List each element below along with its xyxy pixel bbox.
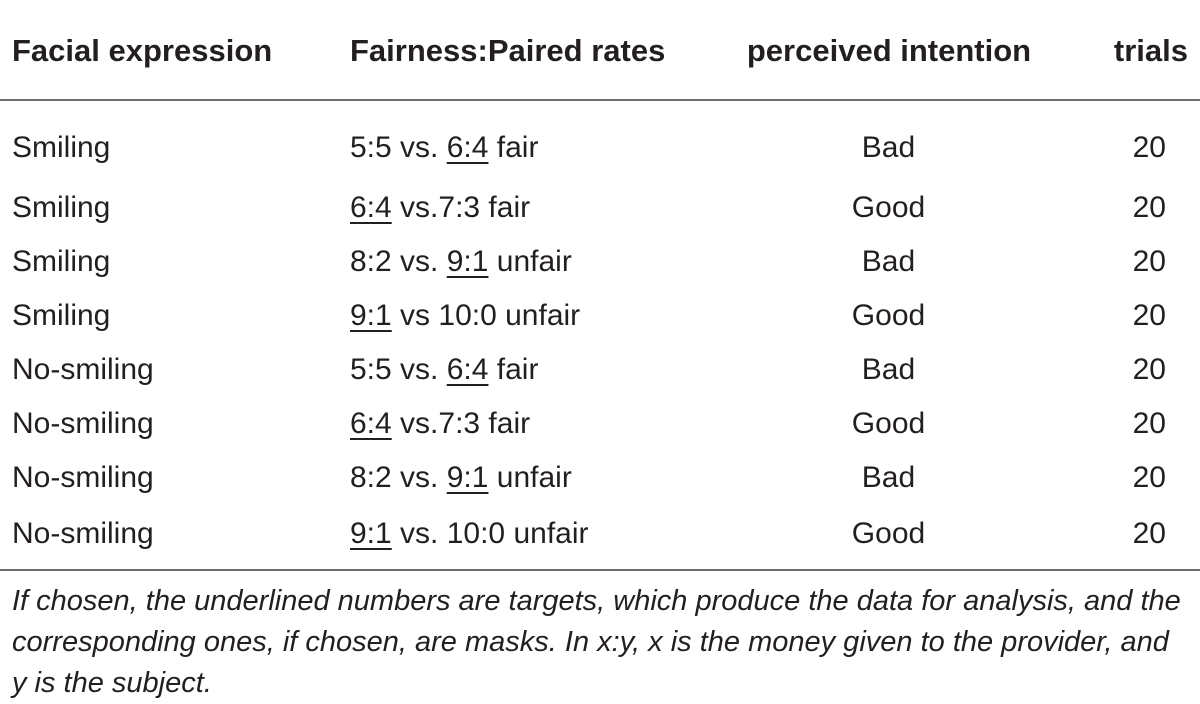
cell-facial-expression: No-smiling (12, 461, 154, 494)
cell-fairness-paired-rates: 8:2 vs. 9:1 unfair (330, 451, 730, 505)
rate-prefix: 5:5 vs. (350, 131, 447, 164)
cell-facial-expression: Smiling (12, 299, 111, 332)
table-row: Smiling 6:4 vs.7:3 fair Good 20 (0, 181, 1200, 235)
cell-trials: 20 (1132, 299, 1166, 332)
table-row: Smiling 5:5 vs. 6:4 fair Bad 20 (0, 100, 1200, 181)
table-row: No-smiling 8:2 vs. 9:1 unfair Bad 20 (0, 451, 1200, 505)
cell-fairness-paired-rates: 6:4 vs.7:3 fair (330, 181, 730, 235)
cell-fairness-paired-rates: 9:1 vs. 10:0 unfair (330, 505, 730, 570)
rate-suffix: vs.7:3 fair (391, 191, 531, 224)
cell-trials: 20 (1132, 461, 1166, 494)
cell-trials: 20 (1132, 407, 1166, 440)
rate-suffix: fair (488, 353, 539, 386)
cell-facial-expression: Smiling (12, 191, 111, 224)
rate-prefix: 8:2 vs. (350, 245, 447, 278)
footnote-row: If chosen, the underlined numbers are ta… (0, 569, 1200, 704)
rate-suffix: unfair (488, 461, 572, 494)
cell-fairness-paired-rates: 8:2 vs. 9:1 unfair (330, 235, 730, 289)
cell-trials: 20 (1132, 245, 1166, 278)
rate-target: 9:1 (350, 299, 392, 332)
rate-suffix: vs 10:0 unfair (391, 299, 581, 332)
header-facial-expression: Facial expression (0, 0, 330, 101)
rate-target: 6:4 (446, 353, 489, 386)
cell-facial-expression: No-smiling (12, 407, 154, 440)
rate-target: 6:4 (446, 131, 489, 164)
table-row: Smiling 9:1 vs 10:0 unfair Good 20 (0, 289, 1200, 343)
rate-suffix: vs. 10:0 unfair (391, 517, 589, 550)
table-row: Smiling 8:2 vs. 9:1 unfair Bad 20 (0, 235, 1200, 289)
cell-perceived-intention: Bad (861, 131, 916, 164)
table-row: No-smiling 5:5 vs. 6:4 fair Bad 20 (0, 343, 1200, 397)
cell-facial-expression: Smiling (12, 245, 111, 278)
cell-perceived-intention: Good (851, 299, 926, 332)
cell-facial-expression: Smiling (12, 131, 111, 164)
table-footnote: If chosen, the underlined numbers are ta… (0, 569, 1200, 704)
cell-perceived-intention: Bad (861, 245, 916, 278)
header-perceived-intention: perceived intention (730, 0, 1055, 101)
rate-prefix: 5:5 vs. (350, 353, 447, 386)
table-footer: If chosen, the underlined numbers are ta… (0, 569, 1200, 704)
rate-target: 9:1 (446, 245, 489, 278)
header-row: Facial expression Fairness:Paired rates … (0, 0, 1200, 101)
header-trials: trials (1055, 0, 1200, 101)
table-header: Facial expression Fairness:Paired rates … (0, 0, 1200, 101)
cell-fairness-paired-rates: 5:5 vs. 6:4 fair (330, 343, 730, 397)
rate-target: 9:1 (350, 517, 392, 550)
rate-suffix: fair (488, 131, 539, 164)
cell-fairness-paired-rates: 6:4 vs.7:3 fair (330, 397, 730, 451)
cell-fairness-paired-rates: 5:5 vs. 6:4 fair (330, 100, 730, 181)
cell-trials: 20 (1132, 131, 1166, 164)
header-fairness-paired-rates: Fairness:Paired rates (330, 0, 730, 101)
rate-suffix: unfair (488, 245, 572, 278)
cell-facial-expression: No-smiling (12, 353, 154, 386)
rate-target: 6:4 (350, 407, 392, 440)
cell-perceived-intention: Bad (861, 353, 916, 386)
rate-suffix: vs.7:3 fair (391, 407, 531, 440)
cell-perceived-intention: Good (851, 407, 926, 440)
cell-perceived-intention: Good (851, 517, 926, 550)
cell-facial-expression: No-smiling (12, 517, 154, 550)
cell-perceived-intention: Bad (861, 461, 916, 494)
table-row: No-smiling 6:4 vs.7:3 fair Good 20 (0, 397, 1200, 451)
rate-prefix: 8:2 vs. (350, 461, 447, 494)
rate-target: 9:1 (446, 461, 489, 494)
cell-trials: 20 (1132, 517, 1166, 550)
rate-target: 6:4 (350, 191, 392, 224)
cell-trials: 20 (1132, 353, 1166, 386)
cell-perceived-intention: Good (851, 191, 926, 224)
cell-trials: 20 (1132, 191, 1166, 224)
table-row: No-smiling 9:1 vs. 10:0 unfair Good 20 (0, 505, 1200, 570)
cell-fairness-paired-rates: 9:1 vs 10:0 unfair (330, 289, 730, 343)
table-body: Smiling 5:5 vs. 6:4 fair Bad 20 Smiling … (0, 100, 1200, 570)
